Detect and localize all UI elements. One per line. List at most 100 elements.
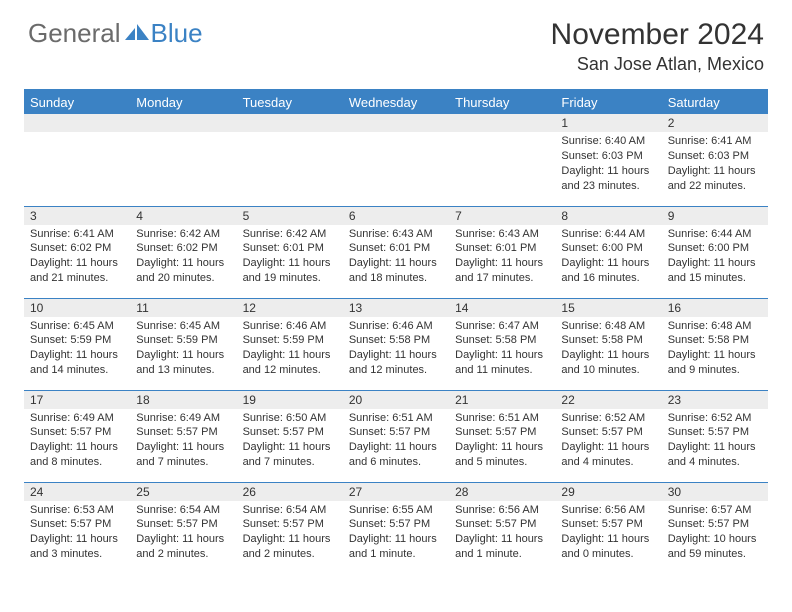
day-number: 3	[24, 207, 130, 225]
day-number: 13	[343, 299, 449, 317]
calendar-cell: 22Sunrise: 6:52 AMSunset: 5:57 PMDayligh…	[555, 390, 661, 482]
calendar-cell: 26Sunrise: 6:54 AMSunset: 5:57 PMDayligh…	[237, 482, 343, 574]
daylight-text: Daylight: 11 hours and 10 minutes.	[561, 348, 655, 378]
day-content: Sunrise: 6:40 AMSunset: 6:03 PMDaylight:…	[555, 132, 661, 197]
calendar-cell	[449, 114, 555, 206]
calendar-cell: 24Sunrise: 6:53 AMSunset: 5:57 PMDayligh…	[24, 482, 130, 574]
day-number: 25	[130, 483, 236, 501]
sunrise-text: Sunrise: 6:52 AM	[668, 411, 762, 426]
day-number: 30	[662, 483, 768, 501]
calendar-cell: 15Sunrise: 6:48 AMSunset: 5:58 PMDayligh…	[555, 298, 661, 390]
day-content: Sunrise: 6:54 AMSunset: 5:57 PMDaylight:…	[237, 501, 343, 566]
daylight-text: Daylight: 11 hours and 12 minutes.	[243, 348, 337, 378]
sunset-text: Sunset: 5:57 PM	[668, 517, 762, 532]
sunset-text: Sunset: 5:57 PM	[136, 425, 230, 440]
sunrise-text: Sunrise: 6:49 AM	[136, 411, 230, 426]
day-number: 20	[343, 391, 449, 409]
sunset-text: Sunset: 5:57 PM	[243, 517, 337, 532]
sunrise-text: Sunrise: 6:48 AM	[561, 319, 655, 334]
calendar-week-row: 17Sunrise: 6:49 AMSunset: 5:57 PMDayligh…	[24, 390, 768, 482]
sunset-text: Sunset: 5:57 PM	[30, 517, 124, 532]
day-number: 18	[130, 391, 236, 409]
daylight-text: Daylight: 11 hours and 0 minutes.	[561, 532, 655, 562]
day-number: 16	[662, 299, 768, 317]
logo: General Blue	[28, 18, 203, 49]
calendar-cell	[343, 114, 449, 206]
day-number: 2	[662, 114, 768, 132]
day-number	[24, 114, 130, 132]
day-content: Sunrise: 6:45 AMSunset: 5:59 PMDaylight:…	[24, 317, 130, 382]
day-content: Sunrise: 6:53 AMSunset: 5:57 PMDaylight:…	[24, 501, 130, 566]
calendar-cell: 25Sunrise: 6:54 AMSunset: 5:57 PMDayligh…	[130, 482, 236, 574]
daylight-text: Daylight: 11 hours and 8 minutes.	[30, 440, 124, 470]
day-content: Sunrise: 6:51 AMSunset: 5:57 PMDaylight:…	[449, 409, 555, 474]
daylight-text: Daylight: 11 hours and 4 minutes.	[561, 440, 655, 470]
day-content: Sunrise: 6:44 AMSunset: 6:00 PMDaylight:…	[555, 225, 661, 290]
calendar-cell: 4Sunrise: 6:42 AMSunset: 6:02 PMDaylight…	[130, 206, 236, 298]
daylight-text: Daylight: 11 hours and 7 minutes.	[243, 440, 337, 470]
daylight-text: Daylight: 11 hours and 2 minutes.	[136, 532, 230, 562]
calendar-week-row: 24Sunrise: 6:53 AMSunset: 5:57 PMDayligh…	[24, 482, 768, 574]
day-number: 19	[237, 391, 343, 409]
day-number: 23	[662, 391, 768, 409]
title-block: November 2024 San Jose Atlan, Mexico	[551, 18, 764, 75]
weekday-header-row: Sunday Monday Tuesday Wednesday Thursday…	[24, 90, 768, 114]
sunrise-text: Sunrise: 6:52 AM	[561, 411, 655, 426]
calendar-cell: 14Sunrise: 6:47 AMSunset: 5:58 PMDayligh…	[449, 298, 555, 390]
sunset-text: Sunset: 5:57 PM	[668, 425, 762, 440]
sunset-text: Sunset: 6:02 PM	[30, 241, 124, 256]
daylight-text: Daylight: 11 hours and 12 minutes.	[349, 348, 443, 378]
daylight-text: Daylight: 11 hours and 2 minutes.	[243, 532, 337, 562]
sunset-text: Sunset: 5:57 PM	[455, 425, 549, 440]
daylight-text: Daylight: 11 hours and 4 minutes.	[668, 440, 762, 470]
sunrise-text: Sunrise: 6:41 AM	[668, 134, 762, 149]
day-content: Sunrise: 6:48 AMSunset: 5:58 PMDaylight:…	[555, 317, 661, 382]
day-number: 11	[130, 299, 236, 317]
day-number: 22	[555, 391, 661, 409]
daylight-text: Daylight: 11 hours and 20 minutes.	[136, 256, 230, 286]
day-content: Sunrise: 6:56 AMSunset: 5:57 PMDaylight:…	[555, 501, 661, 566]
location: San Jose Atlan, Mexico	[551, 54, 764, 75]
calendar-cell: 5Sunrise: 6:42 AMSunset: 6:01 PMDaylight…	[237, 206, 343, 298]
sunrise-text: Sunrise: 6:44 AM	[668, 227, 762, 242]
calendar-cell: 30Sunrise: 6:57 AMSunset: 5:57 PMDayligh…	[662, 482, 768, 574]
day-number: 26	[237, 483, 343, 501]
calendar-week-row: 1Sunrise: 6:40 AMSunset: 6:03 PMDaylight…	[24, 114, 768, 206]
sunrise-text: Sunrise: 6:56 AM	[561, 503, 655, 518]
logo-sail-icon	[125, 18, 151, 49]
calendar-cell: 2Sunrise: 6:41 AMSunset: 6:03 PMDaylight…	[662, 114, 768, 206]
day-number: 14	[449, 299, 555, 317]
daylight-text: Daylight: 11 hours and 1 minute.	[455, 532, 549, 562]
day-content: Sunrise: 6:49 AMSunset: 5:57 PMDaylight:…	[24, 409, 130, 474]
calendar-cell: 1Sunrise: 6:40 AMSunset: 6:03 PMDaylight…	[555, 114, 661, 206]
daylight-text: Daylight: 11 hours and 14 minutes.	[30, 348, 124, 378]
calendar-week-row: 3Sunrise: 6:41 AMSunset: 6:02 PMDaylight…	[24, 206, 768, 298]
day-content: Sunrise: 6:52 AMSunset: 5:57 PMDaylight:…	[555, 409, 661, 474]
daylight-text: Daylight: 11 hours and 18 minutes.	[349, 256, 443, 286]
day-content: Sunrise: 6:48 AMSunset: 5:58 PMDaylight:…	[662, 317, 768, 382]
day-number: 5	[237, 207, 343, 225]
day-content: Sunrise: 6:45 AMSunset: 5:59 PMDaylight:…	[130, 317, 236, 382]
day-number	[237, 114, 343, 132]
calendar-cell: 21Sunrise: 6:51 AMSunset: 5:57 PMDayligh…	[449, 390, 555, 482]
sunset-text: Sunset: 5:59 PM	[243, 333, 337, 348]
daylight-text: Daylight: 11 hours and 5 minutes.	[455, 440, 549, 470]
daylight-text: Daylight: 10 hours and 59 minutes.	[668, 532, 762, 562]
daylight-text: Daylight: 11 hours and 15 minutes.	[668, 256, 762, 286]
month-title: November 2024	[551, 18, 764, 52]
calendar-cell: 6Sunrise: 6:43 AMSunset: 6:01 PMDaylight…	[343, 206, 449, 298]
calendar-cell: 20Sunrise: 6:51 AMSunset: 5:57 PMDayligh…	[343, 390, 449, 482]
day-content: Sunrise: 6:41 AMSunset: 6:03 PMDaylight:…	[662, 132, 768, 197]
daylight-text: Daylight: 11 hours and 3 minutes.	[30, 532, 124, 562]
sunset-text: Sunset: 5:58 PM	[561, 333, 655, 348]
daylight-text: Daylight: 11 hours and 19 minutes.	[243, 256, 337, 286]
calendar-cell: 19Sunrise: 6:50 AMSunset: 5:57 PMDayligh…	[237, 390, 343, 482]
calendar-cell	[130, 114, 236, 206]
day-number: 1	[555, 114, 661, 132]
calendar-table: Sunday Monday Tuesday Wednesday Thursday…	[24, 89, 768, 574]
day-number	[130, 114, 236, 132]
day-content: Sunrise: 6:44 AMSunset: 6:00 PMDaylight:…	[662, 225, 768, 290]
day-number: 7	[449, 207, 555, 225]
calendar-cell: 28Sunrise: 6:56 AMSunset: 5:57 PMDayligh…	[449, 482, 555, 574]
sunrise-text: Sunrise: 6:53 AM	[30, 503, 124, 518]
